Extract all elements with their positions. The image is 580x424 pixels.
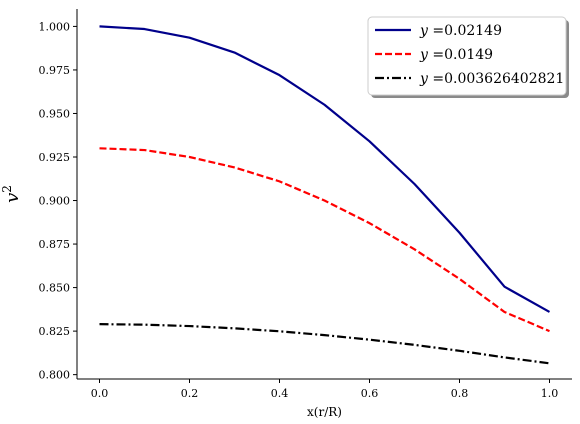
y-axis-label-superscript: 2: [0, 185, 14, 193]
legend-box: [367, 16, 567, 96]
y-tick-label: 0.825: [39, 325, 71, 338]
series-line-3: [99, 323, 550, 365]
x-tick-label: 0.6: [361, 387, 379, 400]
x-tick-label: 0.2: [181, 387, 199, 400]
series-line-1: [99, 25, 551, 313]
x-tick-label: 0.0: [91, 387, 109, 400]
y-axis-label: v2: [0, 185, 23, 203]
legend-variable: y: [419, 23, 432, 39]
y-tick-label: 0.925: [39, 151, 71, 164]
legend-label-1: y =0.02149: [419, 23, 502, 39]
y-tick-label: 0.975: [39, 64, 71, 77]
y-tick-label: 1.000: [39, 20, 71, 33]
legend-variable: y: [419, 71, 432, 87]
y-axis-label-main: v: [2, 193, 23, 203]
series-line-2: [99, 147, 550, 333]
legend-label-2: y =0.0149: [419, 47, 493, 63]
legend-value: =0.02149: [432, 23, 502, 39]
series-lines: [99, 25, 551, 365]
y-tick-label: 0.900: [39, 195, 71, 208]
x-tick-label: 1.0: [541, 387, 559, 400]
x-tick-label: 0.4: [271, 387, 289, 400]
y-tick-label: 0.875: [39, 238, 71, 251]
x-axis-label: x(r/R): [307, 405, 342, 419]
legend-value: =0.003626402821: [432, 71, 564, 87]
y-tick-label: 0.850: [39, 282, 71, 295]
y-tick-label: 0.800: [39, 369, 71, 382]
legend-variable: y: [419, 47, 432, 63]
y-tick-label: 0.950: [39, 107, 71, 120]
axes: 0.0 0.2 0.4 0.6 0.8 1.0 0.800 0.825 0.850 0.875 0.…: [39, 9, 572, 400]
x-tick-label: 0.8: [451, 387, 469, 400]
legend-value: =0.0149: [432, 47, 493, 63]
legend-label-3: y =0.003626402821: [419, 71, 564, 87]
